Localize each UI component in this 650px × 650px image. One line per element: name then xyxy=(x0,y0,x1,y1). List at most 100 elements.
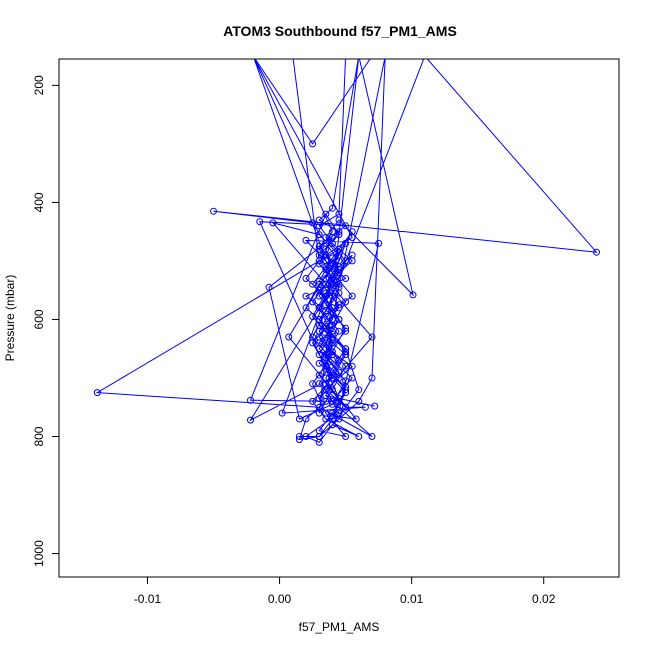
data-point xyxy=(335,368,343,376)
data-point xyxy=(322,266,330,274)
x-tick-label: 0.02 xyxy=(532,592,556,606)
data-point xyxy=(322,351,330,359)
data-point xyxy=(315,260,323,268)
data-point xyxy=(315,395,323,402)
data-point xyxy=(328,421,336,429)
data-point xyxy=(335,327,343,335)
data-point xyxy=(335,415,343,423)
data-point xyxy=(309,397,317,405)
data-point xyxy=(368,433,376,440)
data-point xyxy=(342,275,350,282)
data-point xyxy=(342,433,350,440)
data-point xyxy=(328,356,336,364)
data-point xyxy=(342,239,350,247)
data-point xyxy=(328,412,336,420)
data-point xyxy=(315,380,323,388)
data-point xyxy=(285,333,293,341)
data-point xyxy=(302,236,310,244)
data-point xyxy=(335,356,343,364)
data-point xyxy=(328,275,336,282)
y-axis: 200 400 600 800 1000 xyxy=(32,75,59,567)
data-point xyxy=(335,280,343,288)
data-point xyxy=(322,257,330,265)
x-tick-label: 0.01 xyxy=(400,592,424,606)
data-point xyxy=(348,374,356,382)
data-point xyxy=(322,275,330,282)
data-point xyxy=(315,242,323,250)
data-point xyxy=(368,374,376,382)
data-point xyxy=(315,277,323,285)
data-point xyxy=(342,403,350,411)
data-point xyxy=(342,348,350,356)
data-point xyxy=(309,298,317,306)
data-point xyxy=(342,351,350,359)
data-point xyxy=(335,231,343,239)
data-point xyxy=(315,409,323,417)
data-point xyxy=(309,380,317,388)
data-point xyxy=(322,234,330,241)
data-point xyxy=(328,397,336,405)
data-point xyxy=(342,327,350,335)
x-tick-label: 0.00 xyxy=(268,592,292,606)
data-point xyxy=(348,228,356,236)
y-axis-label: Pressure (mbar) xyxy=(3,275,17,362)
data-point xyxy=(93,389,101,397)
data-point xyxy=(328,304,336,312)
data-point xyxy=(315,371,323,379)
data-point xyxy=(342,362,350,370)
data-point xyxy=(361,403,369,411)
data-point xyxy=(328,374,336,382)
y-tick-label: 600 xyxy=(32,309,46,329)
data-point xyxy=(348,292,356,300)
data-point xyxy=(335,395,343,402)
data-point xyxy=(309,313,317,320)
data-point xyxy=(328,254,336,262)
data-point xyxy=(342,298,350,306)
data-point xyxy=(256,218,264,226)
data-point xyxy=(322,362,330,370)
y-tick-label: 200 xyxy=(32,75,46,95)
data-point xyxy=(593,248,600,256)
data-point xyxy=(355,397,363,405)
data-point xyxy=(328,292,336,300)
data-point xyxy=(328,234,336,241)
x-axis-label: f57_PM1_AMS xyxy=(299,620,380,634)
data-point xyxy=(342,386,350,394)
data-point xyxy=(371,402,379,410)
data-point xyxy=(302,275,310,282)
data-point xyxy=(265,283,273,291)
data-point xyxy=(278,409,286,417)
data-point xyxy=(315,316,323,323)
data-point xyxy=(309,333,317,341)
data-point xyxy=(295,433,303,440)
data-point xyxy=(302,304,310,312)
data-point xyxy=(302,433,310,440)
data-point xyxy=(335,406,343,414)
data-point xyxy=(368,333,376,341)
data-point xyxy=(335,316,343,323)
data-point xyxy=(328,409,336,417)
data-point xyxy=(295,415,303,423)
data-point xyxy=(328,371,336,379)
data-point xyxy=(309,280,317,288)
data-point xyxy=(342,222,350,230)
data-point xyxy=(348,362,356,370)
data-point xyxy=(315,292,323,300)
x-tick-label: -0.01 xyxy=(134,592,162,606)
series-layer xyxy=(93,59,600,446)
data-point xyxy=(315,222,323,230)
data-point xyxy=(322,307,330,315)
data-point xyxy=(328,348,336,356)
data-point xyxy=(315,327,323,335)
data-point xyxy=(322,339,330,347)
data-point xyxy=(322,380,330,388)
data-point xyxy=(335,397,343,405)
data-point xyxy=(315,427,323,435)
data-point xyxy=(328,330,336,338)
data-point xyxy=(302,415,310,423)
data-point xyxy=(348,251,356,259)
data-point xyxy=(315,345,323,353)
y-tick-label: 400 xyxy=(32,192,46,212)
data-point xyxy=(328,321,336,329)
